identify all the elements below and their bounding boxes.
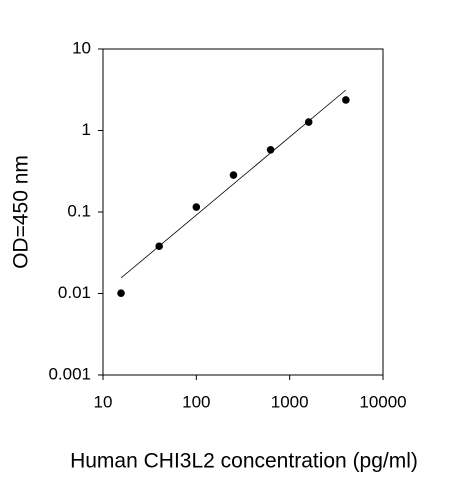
data-point <box>304 118 313 126</box>
fit-line <box>120 89 347 279</box>
data-point <box>117 289 125 297</box>
data-point <box>342 96 350 104</box>
y-tick-label: 0.1 <box>67 201 91 220</box>
y-tick-label: 1 <box>82 120 91 139</box>
plot-frame <box>102 48 384 376</box>
x-tick-label: 100 <box>182 392 210 411</box>
data-point <box>229 171 238 179</box>
y-axis-title: OD=450 nm <box>10 155 33 269</box>
x-tick-label: 10 <box>94 392 113 411</box>
y-tick-label: 0.01 <box>58 283 91 302</box>
x-axis-title: Human CHI3L2 concentration (pg/ml) <box>70 450 418 473</box>
data-point <box>266 145 275 154</box>
x-tick-label: 1000 <box>271 392 309 411</box>
y-tick-label: 0.001 <box>48 364 91 383</box>
y-tick-label: 10 <box>72 38 91 57</box>
data-point <box>155 242 163 251</box>
x-tick-label: 10000 <box>359 392 406 411</box>
data-point <box>192 203 201 211</box>
